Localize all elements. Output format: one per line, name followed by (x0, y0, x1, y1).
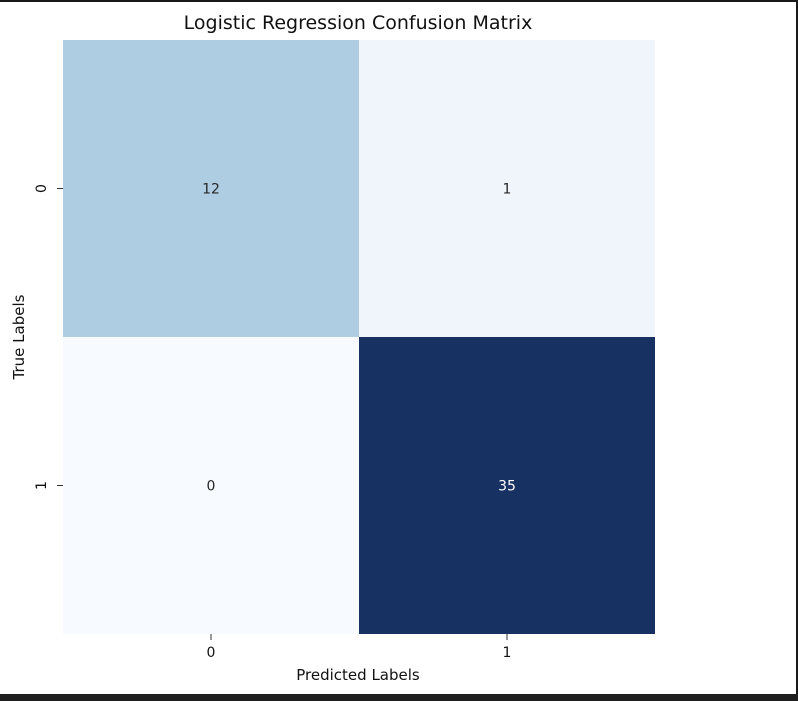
y-axis-label: True Labels (10, 294, 28, 380)
window-right-border (796, 0, 798, 694)
cell-value-1-1: 35 (498, 479, 516, 495)
heatmap-cell-0-0 (63, 40, 359, 337)
heatmap-cell-1-1 (359, 337, 655, 634)
y-axis-ticks: 01 (34, 184, 63, 490)
y-tick-label-0: 0 (34, 184, 50, 193)
cell-value-0-1: 1 (503, 182, 512, 198)
cell-annotations: 12 1 0 35 (202, 182, 516, 495)
window-bottom-bar (0, 694, 798, 701)
x-tick-label-1: 1 (503, 645, 512, 661)
chart-title: Logistic Regression Confusion Matrix (184, 12, 533, 34)
y-tick-label-1: 1 (34, 481, 50, 490)
window-top-border (0, 0, 798, 2)
heatmap-cells (63, 40, 655, 634)
x-tick-label-0: 0 (207, 645, 216, 661)
heatmap-cell-1-0 (63, 337, 359, 634)
x-axis-label: Predicted Labels (296, 666, 420, 684)
cell-value-0-0: 12 (202, 182, 220, 198)
cell-value-1-0: 0 (207, 479, 216, 495)
heatmap-cell-0-1 (359, 40, 655, 337)
